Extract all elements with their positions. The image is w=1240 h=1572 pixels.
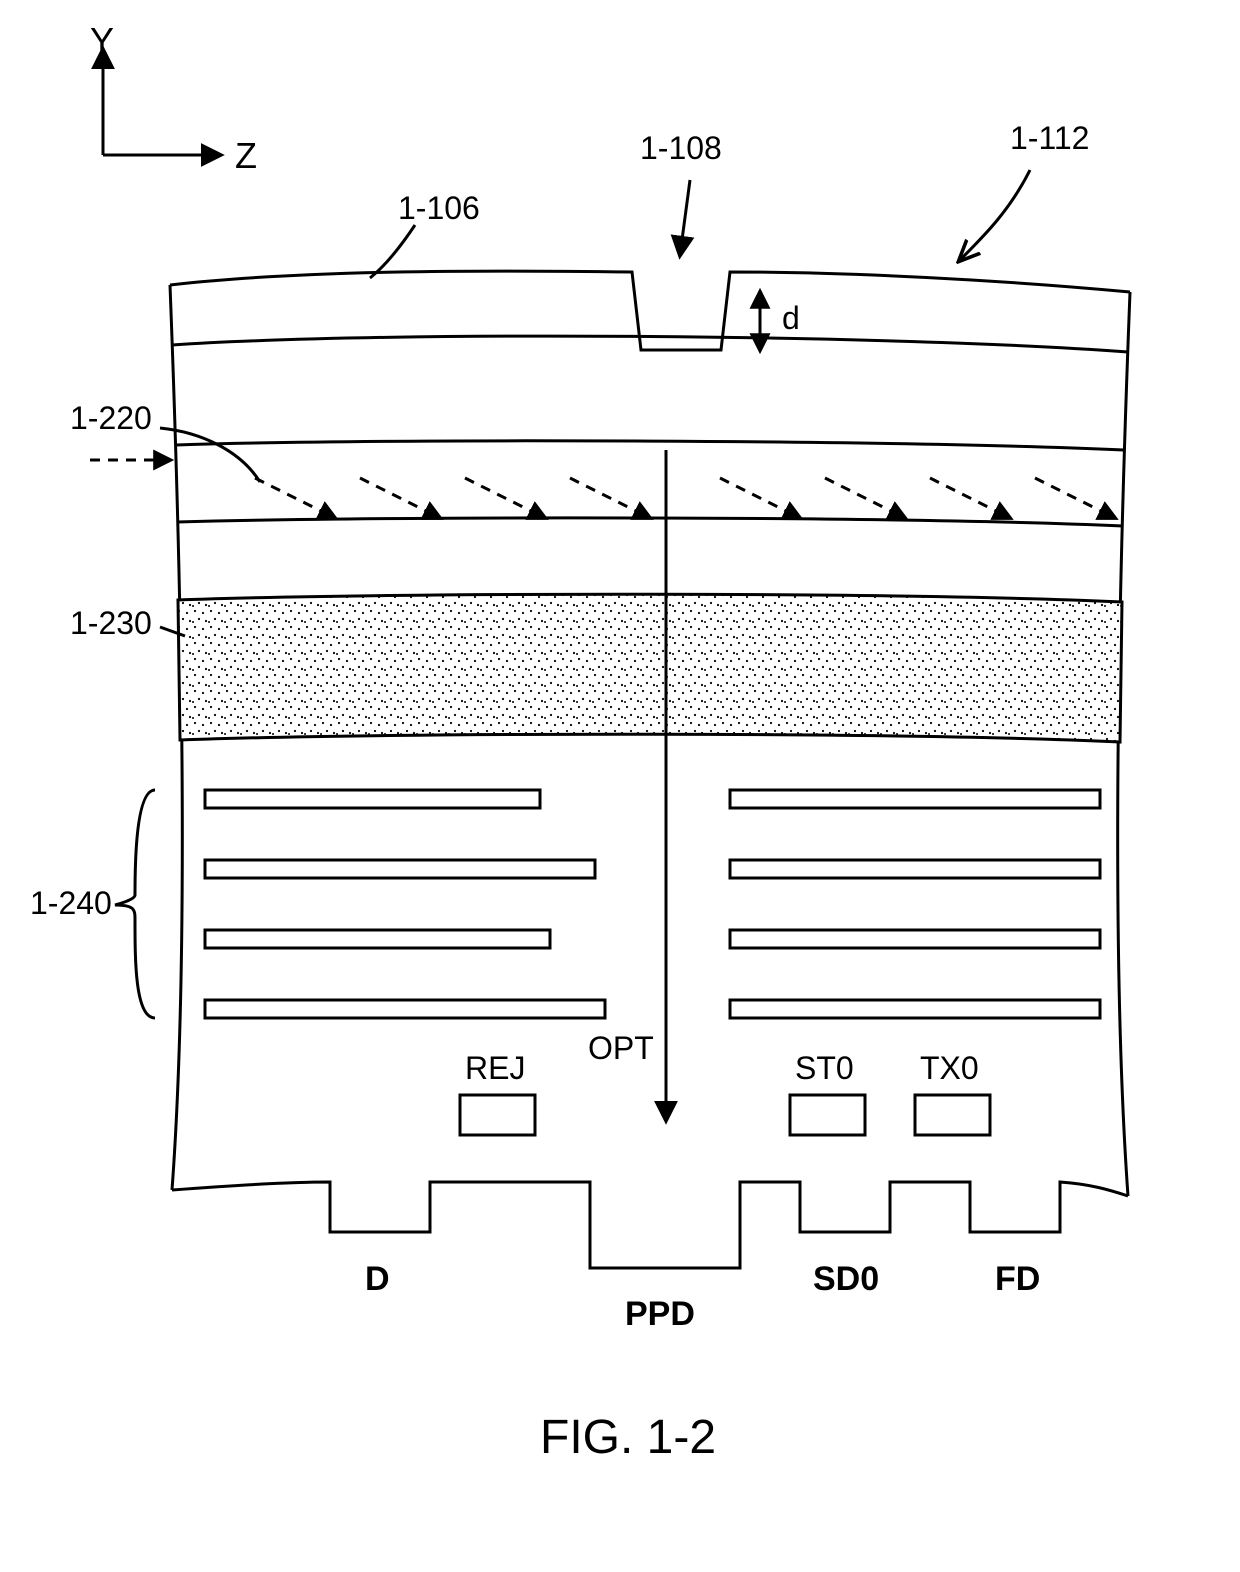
callout-1-240: 1-240 bbox=[30, 885, 112, 922]
z-axis-label: Z bbox=[235, 135, 257, 177]
gates bbox=[460, 1095, 990, 1135]
d-region-label: D bbox=[365, 1260, 390, 1299]
filter-layer bbox=[178, 594, 1122, 742]
figure-page: Y Z 1-106 1-108 1-112 1-220 1-230 1-240 … bbox=[0, 0, 1240, 1567]
sd0-label: SD0 bbox=[813, 1260, 879, 1299]
propagation-arrows bbox=[90, 460, 1115, 518]
figure-title: FIG. 1-2 bbox=[540, 1410, 716, 1465]
metal-stack bbox=[205, 790, 1100, 1018]
callout-1-108: 1-108 bbox=[640, 130, 722, 167]
waveguide-layer bbox=[176, 441, 1124, 526]
callout-1-112: 1-112 bbox=[1010, 120, 1089, 157]
opt-label: OPT bbox=[588, 1030, 654, 1067]
st0-label: ST0 bbox=[795, 1050, 854, 1087]
tx0-label: TX0 bbox=[920, 1050, 979, 1087]
fd-label: FD bbox=[995, 1260, 1040, 1299]
d-label: d bbox=[782, 300, 800, 337]
rej-label: REJ bbox=[465, 1050, 525, 1087]
axes bbox=[103, 50, 220, 155]
y-axis-label: Y bbox=[90, 20, 114, 62]
diagram-svg bbox=[0, 0, 1240, 1567]
callout-1-106: 1-106 bbox=[398, 190, 480, 227]
callout-1-230: 1-230 bbox=[70, 605, 152, 642]
callout-1-220: 1-220 bbox=[70, 400, 152, 437]
ppd-label: PPD bbox=[625, 1295, 695, 1334]
